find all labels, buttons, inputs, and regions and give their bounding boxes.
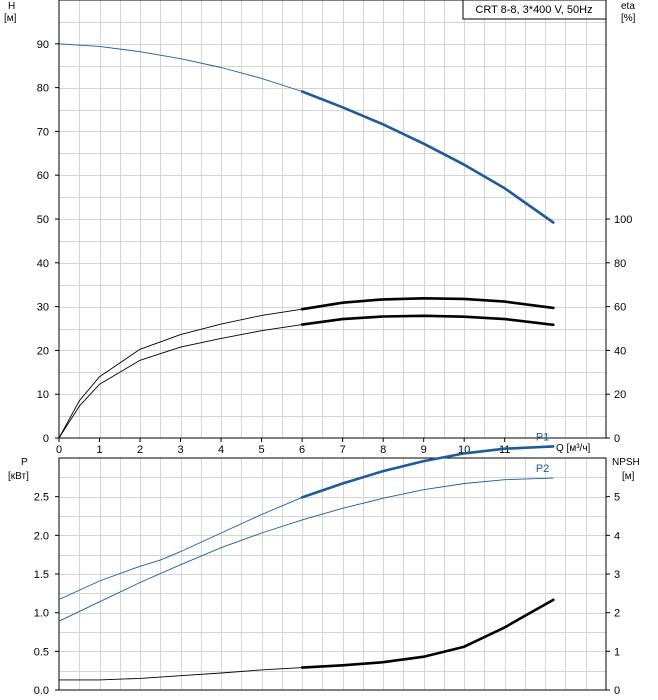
x-tick-label: 5 (259, 444, 265, 456)
curve-operating-range (300, 598, 555, 669)
right-tick-label: 20 (614, 389, 626, 401)
curve-operating-range (300, 445, 555, 499)
bottom-grid (59, 458, 606, 690)
p-axis-label: P (21, 457, 28, 468)
npsh-axis-label: NPSH (612, 457, 640, 468)
left-tick-label: 2.0 (34, 530, 49, 542)
curve-operating-range (300, 314, 555, 327)
left-tick-label: 70 (37, 126, 49, 138)
top-h-axis-ticks: 0 10 20 30 40 50 60 70 80 90 (37, 39, 59, 445)
bottom-npsh-axis-ticks: 0 1 2 3 4 5 (606, 492, 620, 697)
right-tick-label: 100 (614, 214, 632, 226)
npsh-axis-unit: [м] (622, 471, 635, 482)
x-tick-label: 8 (380, 444, 386, 456)
top-panel: 0 10 20 30 40 50 60 70 80 90 0 20 40 60 80 100 0 1 2 3 4 5 6… (4, 0, 636, 456)
right-tick-label: 0 (614, 685, 620, 697)
right-tick-label: 2 (614, 608, 620, 620)
left-tick-label: 0 (43, 433, 49, 445)
x-tick-label: 3 (177, 444, 183, 456)
curve-label: P1 (536, 431, 549, 443)
left-tick-label: 20 (37, 345, 49, 357)
left-tick-label: 30 (37, 302, 49, 314)
right-tick-label: 0 (614, 433, 620, 445)
left-tick-label: 90 (37, 39, 49, 51)
left-tick-label: 1.5 (34, 569, 49, 581)
x-tick-label: 7 (340, 444, 346, 456)
left-tick-label: 50 (37, 214, 49, 226)
curve-thin (58, 477, 554, 622)
x-tick-label: 4 (218, 444, 224, 456)
title-box (462, 0, 607, 20)
right-tick-label: 60 (614, 302, 626, 314)
h-axis-label: H (8, 1, 15, 12)
right-tick-label: 40 (614, 345, 626, 357)
top-eta-axis-ticks: 0 20 40 60 80 100 (606, 214, 632, 445)
right-tick-label: 5 (614, 492, 620, 504)
right-tick-label: 80 (614, 258, 626, 270)
p-axis-unit: [кВт] (8, 471, 29, 482)
curve-thin (58, 445, 554, 600)
left-tick-label: 10 (37, 389, 49, 401)
left-tick-label: 40 (37, 258, 49, 270)
left-tick-label: 1.0 (34, 608, 49, 620)
top-curves (58, 43, 555, 439)
q-axis-label: Q [м³/ч] (556, 443, 591, 454)
x-tick-label: 0 (56, 444, 62, 456)
eta-axis-label: eta (621, 1, 635, 12)
curve-label: P2 (536, 463, 549, 475)
left-tick-label: 80 (37, 83, 49, 95)
x-tick-label: 6 (299, 444, 305, 456)
eta-axis-unit: [%] (621, 13, 636, 24)
bottom-panel: 0.0 0.5 1.0 1.5 2.0 2.5 0 1 2 3 4 5 P1 P2 P [кВт] N… (8, 431, 640, 697)
bottom-p-axis-ticks: 0.0 0.5 1.0 1.5 2.0 2.5 (34, 492, 59, 697)
left-tick-label: 2.5 (34, 492, 49, 504)
h-axis-unit: [м] (4, 13, 17, 24)
x-tick-label: 1 (96, 444, 102, 456)
left-tick-label: 0.0 (34, 685, 49, 697)
left-tick-label: 0.5 (34, 646, 49, 658)
q-axis-ticks: 0 1 2 3 4 5 6 7 8 9 10 11 (56, 438, 510, 456)
bottom-curves: P1 P2 (58, 431, 555, 681)
curve-operating-range (300, 90, 555, 224)
right-tick-label: 3 (614, 569, 620, 581)
curve-operating-range (300, 297, 555, 311)
top-grid (59, 0, 606, 438)
curve-thin (58, 315, 554, 439)
chart-title: CRT 8-8, 3*400 V, 50Hz (475, 4, 592, 16)
x-tick-label: 9 (421, 444, 427, 456)
right-tick-label: 1 (614, 646, 620, 658)
curve-thin (58, 43, 554, 223)
left-tick-label: 60 (37, 170, 49, 182)
right-tick-label: 4 (614, 530, 620, 542)
curve-thin (58, 297, 554, 439)
x-tick-label: 2 (137, 444, 143, 456)
